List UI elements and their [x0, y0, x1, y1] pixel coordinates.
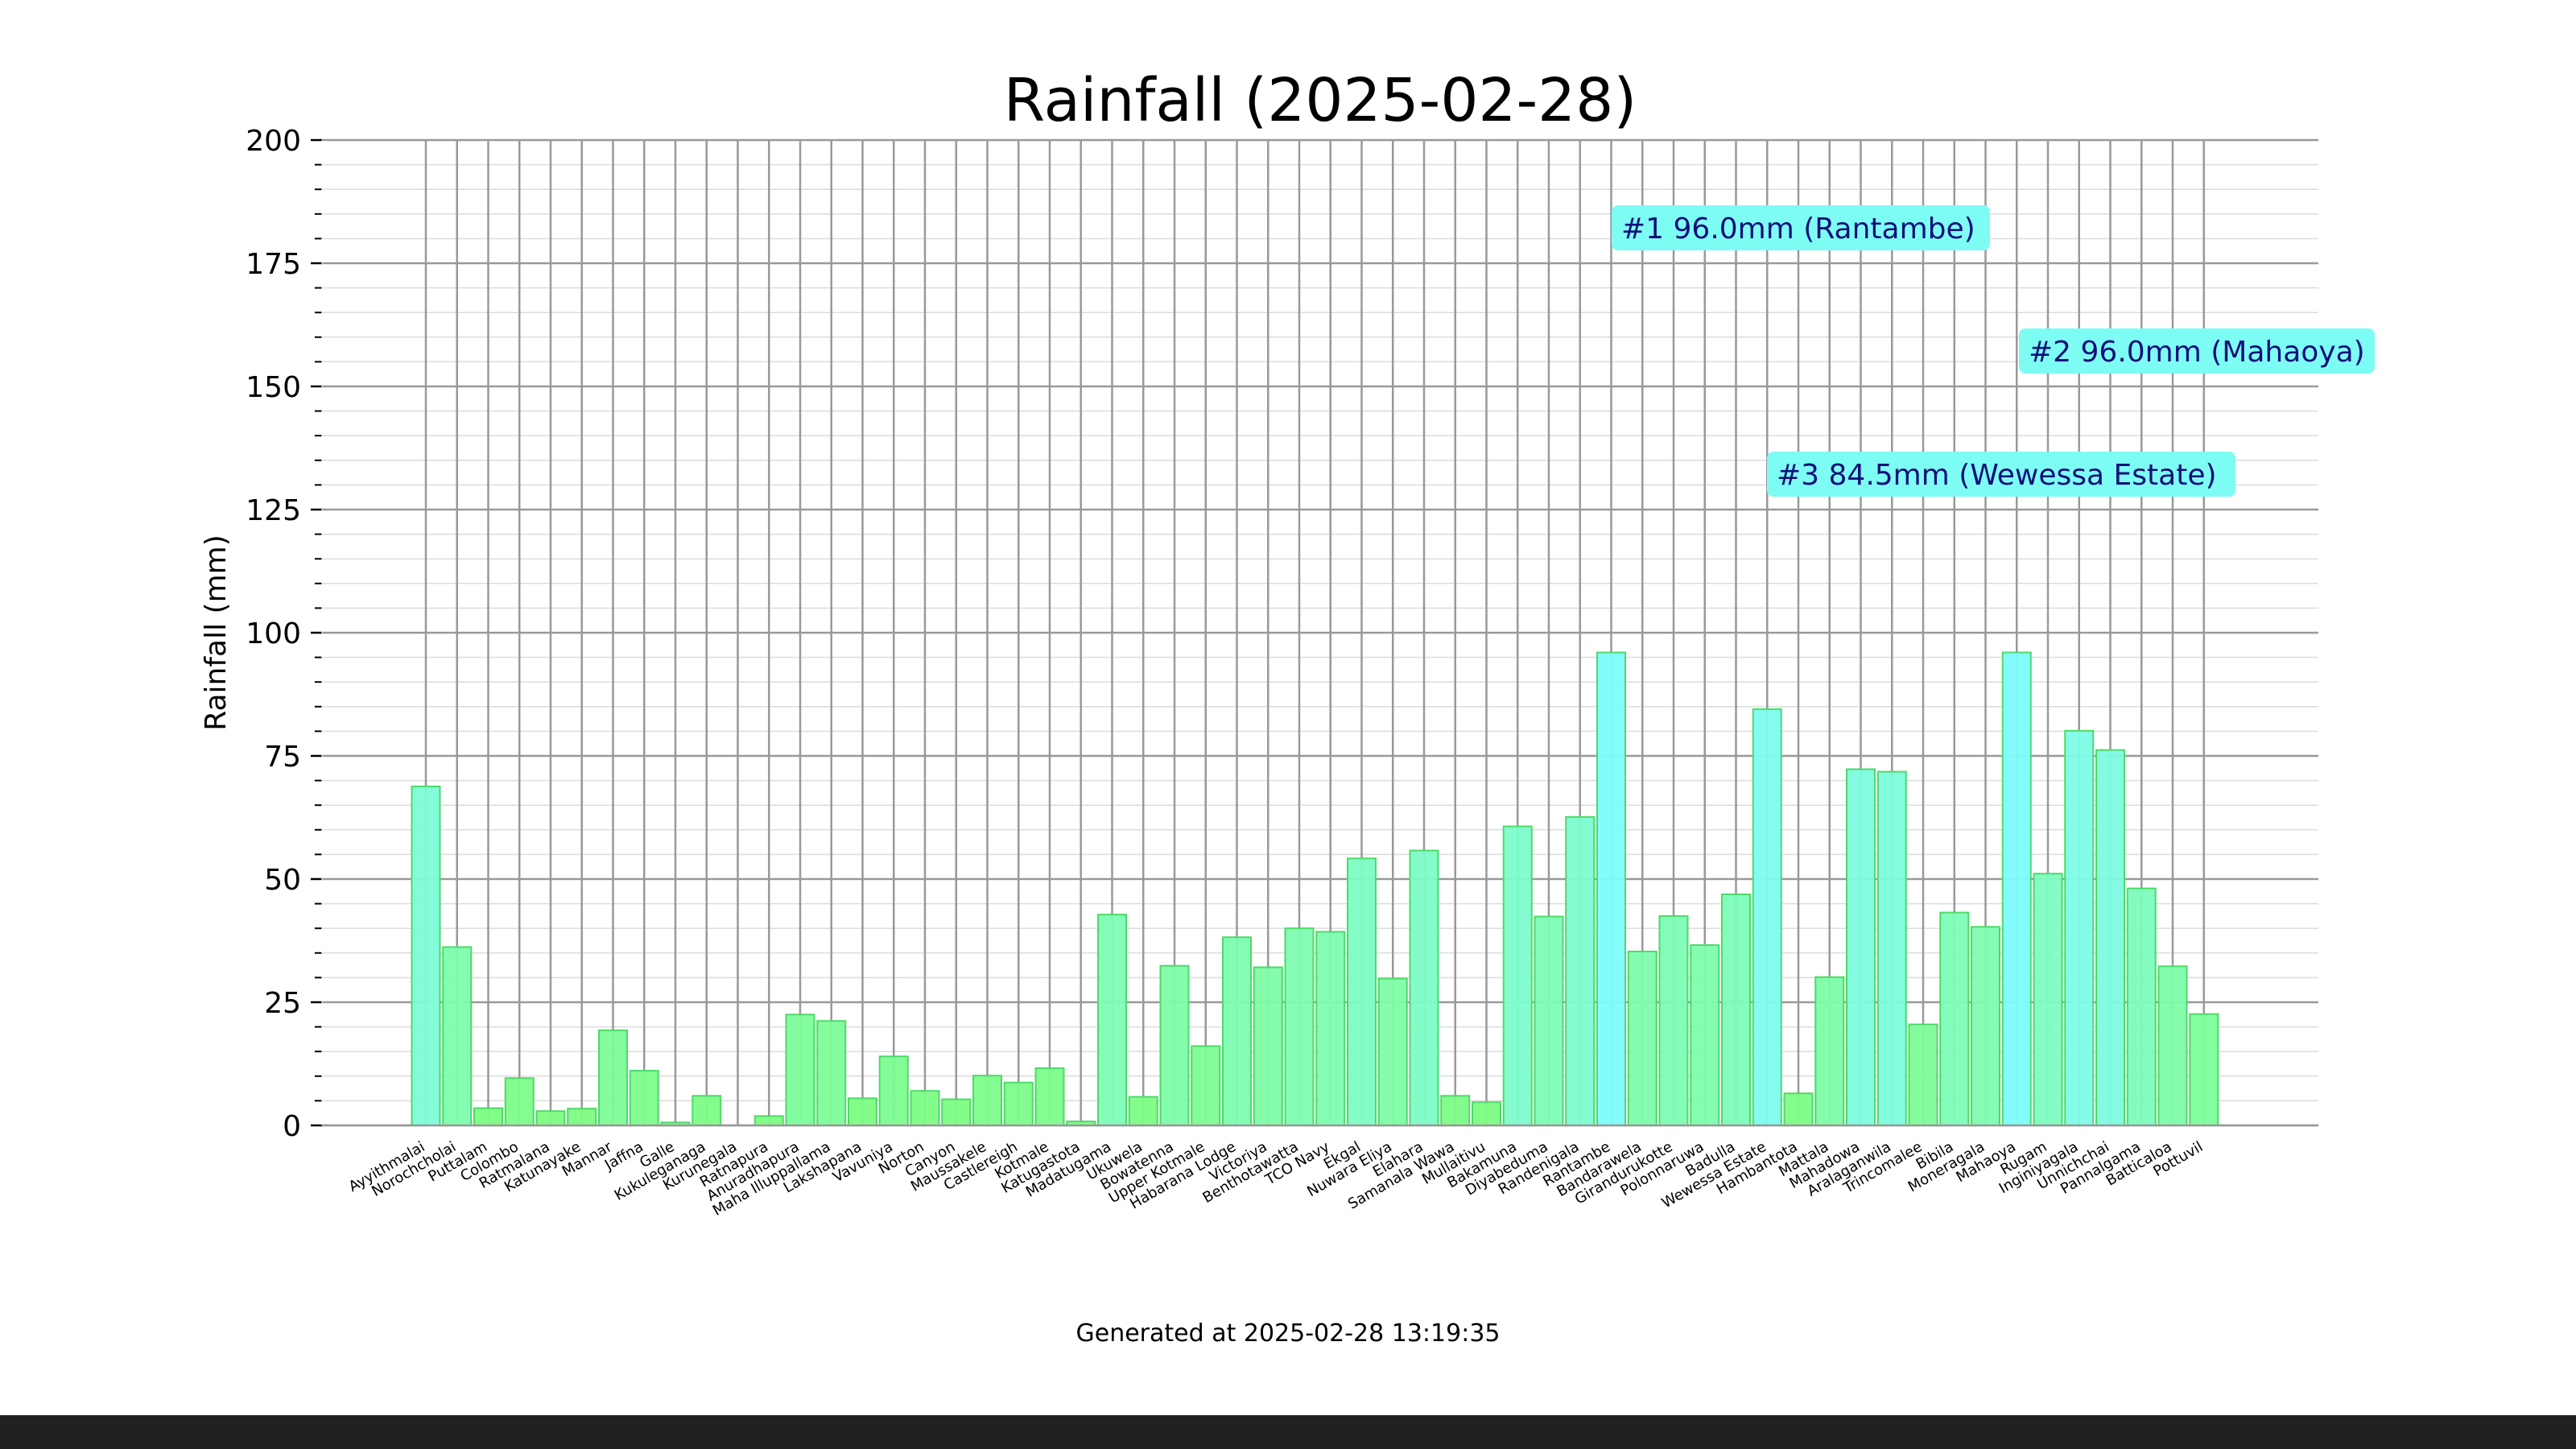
bar-bibila — [1939, 911, 1970, 1126]
y-tick-label: 25 — [264, 987, 301, 1020]
bar-pannalgama — [2126, 887, 2157, 1127]
bar-madatugama — [1097, 914, 1127, 1126]
annotation-label-3: #3 84.5mm (Wewessa Estate) — [1777, 459, 2217, 492]
bar-kotmale — [1034, 1067, 1065, 1127]
chart-title: Rainfall (2025-02-28) — [1004, 66, 1637, 135]
bar-ratmalana — [535, 1110, 566, 1126]
bar-badulla — [1721, 893, 1751, 1127]
bar-anuradhapura — [785, 1013, 815, 1127]
y-tick-label: 175 — [246, 248, 301, 281]
bar-hambantota — [1783, 1092, 1814, 1126]
bar-mullaitivu — [1472, 1101, 1501, 1126]
annotation-box-3 — [1767, 452, 2235, 497]
bar-kukuleganaga — [691, 1095, 722, 1127]
bar-ukuwela — [1128, 1096, 1158, 1127]
bar-bandarawela — [1627, 950, 1657, 1126]
bar-diyabeduma — [1534, 915, 1564, 1126]
bar-trincomalee — [1908, 1023, 1938, 1127]
bar-elahara — [1409, 849, 1439, 1127]
bar-samanala-wawa — [1440, 1095, 1471, 1127]
bar-girandurukotte — [1658, 914, 1689, 1127]
y-tick-label: 200 — [246, 125, 301, 158]
bar-maussakele — [972, 1075, 1002, 1126]
bar-mattala — [1814, 976, 1845, 1126]
bar-norochcholai — [442, 946, 473, 1127]
bar-ratnapura — [753, 1115, 784, 1126]
y-tick-label: 50 — [264, 864, 301, 897]
bar-castlereigh — [1003, 1081, 1034, 1126]
bar-lakshapana — [848, 1097, 877, 1126]
bar-inginiyagala — [2064, 729, 2095, 1127]
bar-randenigala — [1565, 815, 1596, 1126]
bar-tco-navy — [1315, 931, 1346, 1127]
bar-wewessa-estate — [1752, 708, 1782, 1126]
y-tick-label: 125 — [246, 494, 301, 527]
bar-rugam — [2033, 873, 2063, 1126]
bar-polonnaruwa — [1690, 944, 1720, 1127]
annotation-box-1 — [1612, 205, 1990, 250]
bar-maha-illuppallama — [816, 1020, 847, 1126]
y-tick-label: 100 — [246, 617, 301, 650]
bar-ayyithmalai — [411, 785, 441, 1126]
bar-vavuniya — [878, 1055, 909, 1126]
bar-jaffna — [629, 1070, 659, 1126]
bar-norton — [910, 1090, 940, 1127]
bar-mahaoya — [2001, 651, 2032, 1126]
bar-upper-kotmale — [1191, 1045, 1221, 1127]
generated-timestamp: Generated at 2025-02-28 13:19:35 — [1076, 1319, 1501, 1348]
annotation-label-2: #2 96.0mm (Mahaoya) — [2029, 336, 2365, 369]
bar-bakamuna — [1502, 825, 1533, 1126]
bar-colombo — [504, 1077, 535, 1127]
bar-nuwara-eliya — [1377, 977, 1408, 1127]
bar-unnichchai — [2095, 749, 2125, 1126]
annotation-box-2 — [2019, 328, 2375, 374]
bar-habarana-lodge — [1222, 936, 1252, 1126]
y-tick-label: 75 — [264, 741, 301, 774]
bar-pottuvil — [2189, 1013, 2219, 1126]
y-tick-label: 0 — [283, 1110, 301, 1143]
bar-canyon — [941, 1098, 972, 1126]
annotation-label-1: #1 96.0mm (Rantambe) — [1621, 213, 1975, 246]
bottom-bar — [0, 1415, 2576, 1449]
bar-mahadowa — [1846, 768, 1876, 1126]
bar-aralaganwila — [1876, 770, 1907, 1126]
bar-puttalam — [473, 1107, 503, 1126]
bar-batticaloa — [2157, 965, 2188, 1126]
bar-ekgal — [1347, 857, 1377, 1127]
bar-bowatenna — [1159, 964, 1190, 1127]
y-axis-label: Rainfall (mm) — [200, 535, 233, 731]
bar-mannar — [598, 1029, 628, 1127]
y-tick-label: 150 — [246, 371, 301, 404]
bar-victoriya — [1253, 966, 1283, 1126]
bar-rantambe — [1596, 651, 1626, 1126]
bar-benthotawatta — [1284, 927, 1315, 1126]
bar-katunayake — [567, 1108, 597, 1127]
bar-moneragala — [1971, 926, 2000, 1127]
